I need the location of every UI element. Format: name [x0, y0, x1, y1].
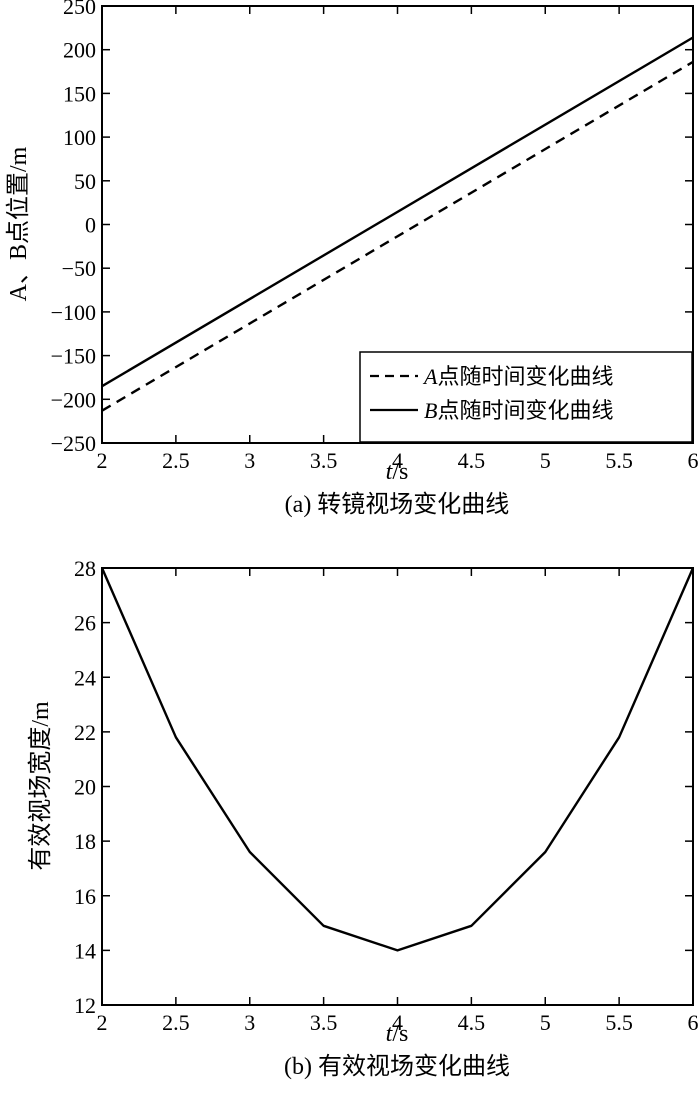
a-y-tick-label: −250 — [51, 431, 96, 456]
a-y-tick-label: −50 — [62, 256, 96, 281]
b-y-tick-label: 18 — [74, 829, 96, 854]
a-y-tick-label: 200 — [63, 38, 96, 63]
a-x-tick-label: 6 — [688, 448, 699, 473]
a-x-tick-label: 2.5 — [162, 448, 190, 473]
b-y-tick-label: 16 — [74, 884, 96, 909]
b-y-tick-label: 24 — [74, 665, 96, 690]
b-y-tick-label: 22 — [74, 720, 96, 745]
b-x-tick-label: 5.5 — [605, 1010, 633, 1035]
chart-b-x-axis-label-unit: /s — [392, 1021, 408, 1047]
chart-b-caption: (b) 有效视场变化曲线 — [284, 1053, 510, 1080]
chart-b-series — [100, 567, 695, 952]
a-x-tick-label: 4 — [392, 448, 403, 473]
chart-b-x-axis-label: t/s — [386, 1021, 409, 1047]
chart-b: 2 2.5 3 3.5 4 4.5 5 5.5 6 12 14 16 18 20 22 24 26 28 有效视场… — [27, 556, 699, 1080]
chart-a-caption: (a) 转镜视场变化曲线 — [285, 491, 510, 518]
chart-a-legend: A点随时间变化曲线 B点随时间变化曲线 — [359, 351, 693, 443]
a-y-tick-label: 100 — [63, 125, 96, 150]
a-x-tick-label: 3.5 — [310, 448, 338, 473]
legend-label-a-var: A — [422, 364, 438, 389]
chart-b-x-axis-label-var: t — [386, 1021, 394, 1047]
b-x-tick-label: 5 — [540, 1010, 551, 1035]
a-x-tick-label: 4.5 — [458, 448, 486, 473]
chart-a-x-axis-label-unit: /s — [392, 459, 408, 485]
b-x-tick-label: 3.5 — [310, 1010, 338, 1035]
b-x-tick-label: 3 — [244, 1010, 255, 1035]
chart-a-legend-box — [359, 351, 693, 443]
chart-a-x-axis-label: t/s — [386, 459, 409, 485]
b-x-tick-label: 2.5 — [162, 1010, 190, 1035]
chart-a-y-axis-label: A、B点位置/m — [5, 146, 32, 301]
a-x-tick-label: 5 — [540, 448, 551, 473]
a-y-tick-label: 150 — [63, 81, 96, 106]
a-y-tick-label: −150 — [51, 344, 96, 369]
b-x-tick-label: 6 — [688, 1010, 699, 1035]
legend-label-a: A点随时间变化曲线 — [422, 364, 613, 389]
a-x-tick-label: 3 — [244, 448, 255, 473]
a-series-0-line — [101, 60, 694, 412]
b-y-tick-label: 20 — [74, 775, 96, 800]
a-y-tick-label: −200 — [51, 387, 96, 412]
chart-a-x-axis-label-var: t — [386, 459, 394, 485]
b-y-tick-label: 28 — [74, 556, 96, 581]
a-x-tick-label: 5.5 — [605, 448, 633, 473]
b-series-0-line — [100, 567, 695, 952]
a-y-tick-label: 0 — [85, 213, 96, 238]
chart-a-ticks: 2 2.5 3 3.5 4 4.5 5 5.5 6 −250 −200 −150 −100 −50 0 50 1… — [51, 0, 699, 473]
chart-b-plot-frame — [101, 567, 694, 1006]
b-x-tick-label: 4 — [392, 1010, 403, 1035]
b-x-tick-label: 2 — [97, 1010, 108, 1035]
chart-b-y-axis-label: 有效视场宽度/m — [27, 701, 54, 871]
a-series-1-line — [101, 36, 694, 388]
b-y-tick-label: 14 — [74, 938, 96, 963]
a-y-tick-label: 250 — [63, 0, 96, 19]
chart-b-ticks: 2 2.5 3 3.5 4 4.5 5 5.5 6 12 14 16 18 20 22 24 26 28 — [74, 556, 699, 1035]
a-y-tick-label: −100 — [51, 300, 96, 325]
a-y-tick-label: 50 — [74, 169, 96, 194]
legend-label-a-rest: 点随时间变化曲线 — [437, 364, 613, 389]
legend-label-b-var: B — [424, 398, 437, 423]
chart-a: 2 2.5 3 3.5 4 4.5 5 5.5 6 −250 −200 −150 −100 −50 0 50 1… — [5, 0, 699, 518]
b-y-tick-label: 12 — [74, 993, 96, 1018]
a-x-tick-label: 2 — [97, 448, 108, 473]
b-x-tick-label: 4.5 — [458, 1010, 486, 1035]
chart-a-series — [101, 36, 694, 412]
legend-label-b: B点随时间变化曲线 — [424, 398, 613, 423]
b-y-tick-label: 26 — [74, 611, 96, 636]
legend-label-b-rest: 点随时间变化曲线 — [437, 398, 613, 423]
